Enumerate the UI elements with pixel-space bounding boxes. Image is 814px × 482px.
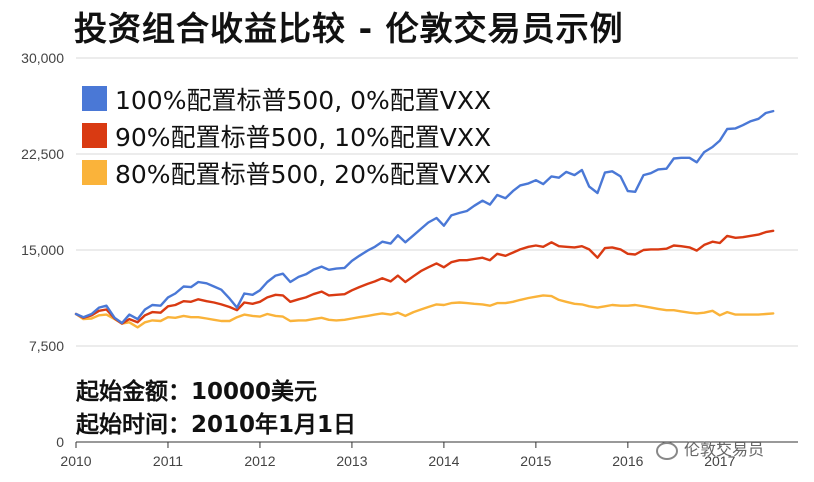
y-tick-label: 15,000 — [21, 242, 64, 258]
legend-item-red: 90%配置标普500, 10%配置VXX — [82, 117, 491, 154]
chart-title: 投资组合收益比较 - 伦敦交易员示例 — [74, 9, 624, 48]
x-tick-label: 2017 — [704, 453, 735, 469]
series-line-1 — [74, 229, 775, 325]
x-tick-label: 2011 — [153, 453, 183, 469]
x-tick-label: 2014 — [428, 453, 459, 469]
legend-swatch-orange — [82, 160, 107, 185]
y-tick-label: 22,500 — [21, 146, 64, 162]
y-axis-tick-labels: 0 7,500 15,000 22,500 30,000 — [21, 50, 64, 450]
y-tick-label: 7,500 — [29, 338, 64, 354]
legend-label-orange: 80%配置标普500, 20%配置VXX — [115, 159, 492, 189]
legend-label-red: 90%配置标普500, 10%配置VXX — [115, 122, 492, 152]
wechat-icon — [656, 441, 678, 460]
x-tick-label: 2016 — [612, 453, 643, 469]
legend-item-blue: 100%配置标普500, 0%配置VXX — [82, 80, 491, 117]
watermark: 伦敦交易员 — [656, 436, 764, 460]
legend-label-blue: 100%配置标普500, 0%配置VXX — [115, 85, 492, 115]
series-lines — [74, 109, 775, 329]
start-amount-note: 起始金额：10000美元 — [76, 379, 318, 405]
watermark-text: 伦敦交易员 — [684, 440, 765, 459]
series-line-0 — [74, 109, 775, 325]
legend: 100%配置标普500, 0%配置VXX 90%配置标普500, 10%配置VX… — [82, 80, 491, 191]
x-tick-label: 2015 — [520, 453, 551, 469]
series-line-2 — [74, 294, 775, 329]
x-tick-label: 2013 — [336, 453, 367, 469]
y-tick-label: 0 — [56, 434, 64, 450]
legend-swatch-blue — [82, 86, 107, 111]
x-tick-label: 2010 — [60, 453, 91, 469]
legend-item-orange: 80%配置标普500, 20%配置VXX — [82, 154, 491, 191]
legend-swatch-red — [82, 123, 107, 148]
start-time-note: 起始时间：2010年1月1日 — [76, 412, 357, 438]
y-tick-label: 30,000 — [21, 50, 64, 66]
x-axis-tick-labels: 2010 2011 2012 2013 2014 2015 2016 2017 — [60, 453, 735, 469]
x-tick-label: 2012 — [244, 453, 275, 469]
gridlines — [75, 57, 798, 448]
